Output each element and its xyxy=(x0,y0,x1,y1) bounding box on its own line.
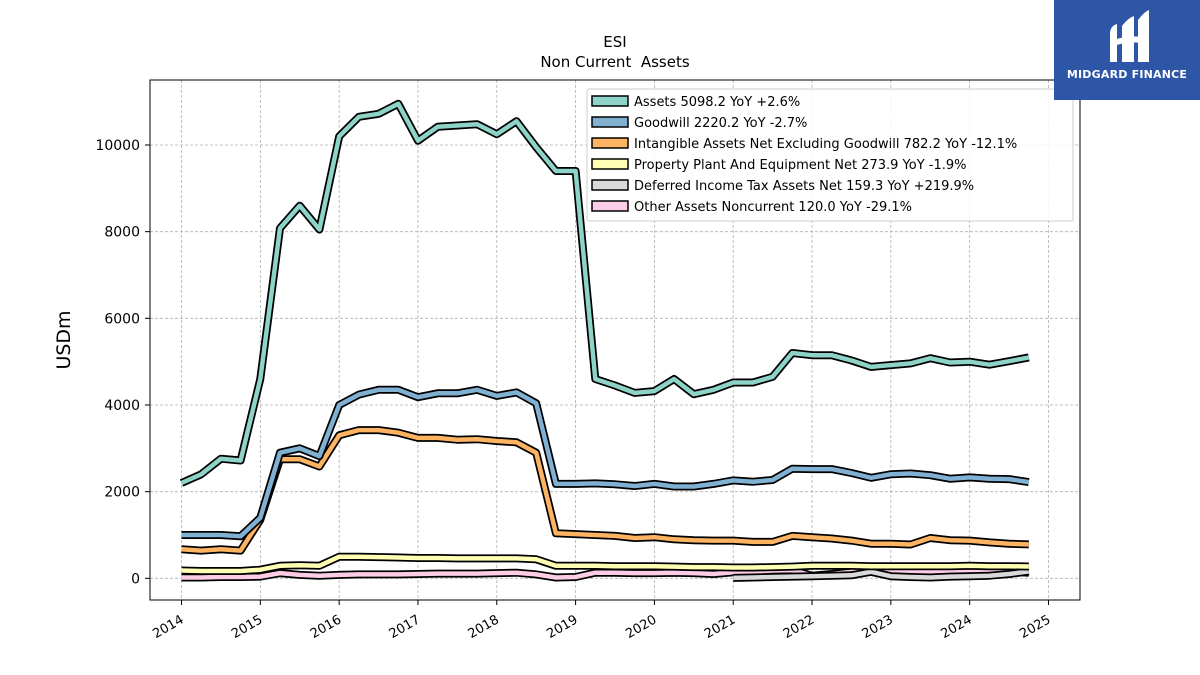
x-tick-label: 2024 xyxy=(939,612,975,642)
x-tick-label: 2017 xyxy=(387,612,423,642)
y-tick-label: 8000 xyxy=(104,225,140,241)
y-tick-label: 4000 xyxy=(104,398,140,414)
x-tick-label: 2018 xyxy=(466,612,502,642)
legend-label: Intangible Assets Net Excluding Goodwill… xyxy=(634,137,1017,152)
y-tick-label: 0 xyxy=(131,571,140,587)
x-tick-label: 2016 xyxy=(308,612,344,642)
plot-frame xyxy=(149,79,1081,601)
legend-box xyxy=(586,88,1074,222)
series-layer xyxy=(179,99,1030,582)
y-axis: 0 2000 4000 6000 8000 10000 xyxy=(95,138,150,587)
x-axis: 2014 2015 2016 2017 2018 2019 2020 2021 2022 2023… xyxy=(150,600,1053,642)
legend-swatch xyxy=(591,116,629,128)
legend: Assets 5098.2 YoY +2.6% Goodwill 2220.2 Y… xyxy=(586,88,1074,222)
series-line xyxy=(733,569,1030,581)
brand-name: MIDGARD FINANCE xyxy=(1066,68,1188,81)
legend-swatch xyxy=(591,158,629,170)
chart-subtitle: Non Current Assets xyxy=(540,53,690,71)
y-tick-label: 6000 xyxy=(104,311,140,327)
legend-label: Property Plant And Equipment Net 273.9 Y… xyxy=(634,158,967,173)
legend-label: Deferred Income Tax Assets Net 159.3 YoY… xyxy=(634,179,974,194)
brand-logo: MIDGARD FINANCE xyxy=(1054,0,1200,100)
brand-mark-icon xyxy=(1110,10,1149,62)
legend-label: Assets 5098.2 YoY +2.6% xyxy=(634,95,800,110)
x-tick-label: 2023 xyxy=(860,612,896,642)
x-tick-label: 2021 xyxy=(702,612,738,642)
legend-swatch xyxy=(591,137,629,149)
chart-title: ESI xyxy=(603,33,626,51)
series-line xyxy=(181,554,1029,574)
y-axis-label: USDm xyxy=(53,310,75,369)
series-line xyxy=(181,387,1030,539)
x-tick-label: 2020 xyxy=(623,612,659,642)
y-tick-label: 2000 xyxy=(104,485,140,501)
legend-swatch xyxy=(591,200,629,212)
y-tick-label: 10000 xyxy=(95,138,140,154)
legend-label: Goodwill 2220.2 YoY -2.7% xyxy=(634,116,807,131)
x-tick-label: 2014 xyxy=(150,612,186,642)
x-tick-label: 2022 xyxy=(781,612,817,642)
x-tick-label: 2019 xyxy=(544,612,580,642)
series-line xyxy=(181,565,1029,580)
series-line xyxy=(180,101,1030,486)
series-line xyxy=(181,427,1029,553)
legend-swatch xyxy=(591,95,629,107)
legend-label: Other Assets Noncurrent 120.0 YoY -29.1% xyxy=(634,200,912,215)
x-tick-label: 2015 xyxy=(229,612,265,642)
legend-swatch xyxy=(591,179,629,191)
x-tick-label: 2025 xyxy=(1017,612,1053,642)
